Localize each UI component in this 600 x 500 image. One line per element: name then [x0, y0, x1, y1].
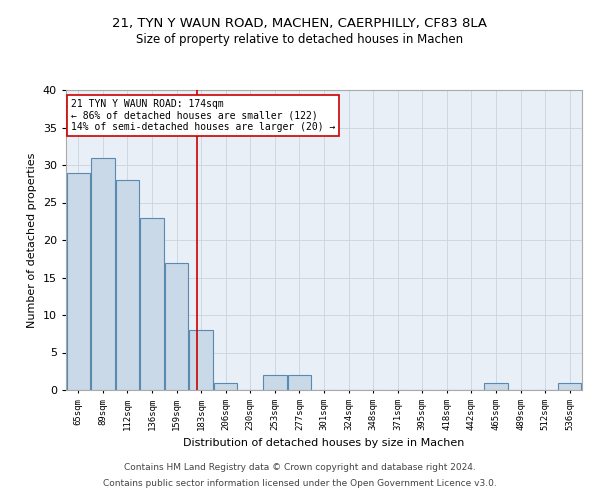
- Text: 21 TYN Y WAUN ROAD: 174sqm
← 86% of detached houses are smaller (122)
14% of sem: 21 TYN Y WAUN ROAD: 174sqm ← 86% of deta…: [71, 99, 335, 132]
- Bar: [288, 375, 311, 390]
- Bar: [165, 262, 188, 390]
- Text: Size of property relative to detached houses in Machen: Size of property relative to detached ho…: [136, 32, 464, 46]
- Text: 21, TYN Y WAUN ROAD, MACHEN, CAERPHILLY, CF83 8LA: 21, TYN Y WAUN ROAD, MACHEN, CAERPHILLY,…: [113, 18, 487, 30]
- Text: Distribution of detached houses by size in Machen: Distribution of detached houses by size …: [184, 438, 464, 448]
- Text: Contains public sector information licensed under the Open Government Licence v3: Contains public sector information licen…: [103, 478, 497, 488]
- Y-axis label: Number of detached properties: Number of detached properties: [27, 152, 37, 328]
- Bar: [67, 172, 90, 390]
- Bar: [91, 158, 115, 390]
- Bar: [190, 330, 213, 390]
- Bar: [116, 180, 139, 390]
- Bar: [214, 382, 238, 390]
- Bar: [140, 218, 164, 390]
- Bar: [484, 382, 508, 390]
- Bar: [263, 375, 287, 390]
- Text: Contains HM Land Registry data © Crown copyright and database right 2024.: Contains HM Land Registry data © Crown c…: [124, 464, 476, 472]
- Bar: [558, 382, 581, 390]
